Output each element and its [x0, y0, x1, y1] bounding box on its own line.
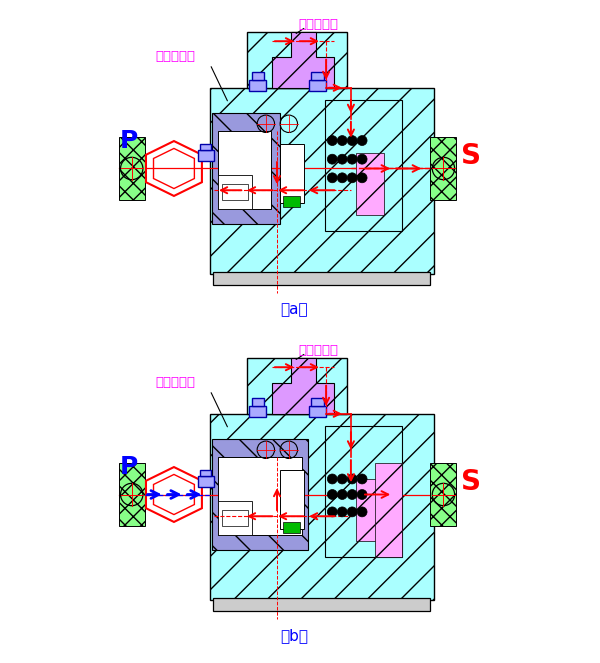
Circle shape — [328, 173, 337, 183]
Text: S: S — [461, 468, 481, 496]
Circle shape — [337, 507, 347, 517]
Circle shape — [328, 474, 337, 484]
Bar — [430, 463, 457, 526]
Bar — [213, 597, 430, 611]
Circle shape — [347, 474, 357, 484]
Bar — [325, 100, 403, 231]
Circle shape — [357, 474, 367, 484]
Bar — [311, 398, 323, 406]
Circle shape — [347, 136, 357, 145]
Text: （a）: （a） — [280, 302, 308, 318]
Bar — [356, 153, 384, 215]
Bar — [280, 469, 304, 528]
Polygon shape — [272, 32, 334, 88]
Text: 奇数档气管: 奇数档气管 — [299, 344, 338, 357]
Circle shape — [357, 154, 367, 164]
Bar — [212, 113, 280, 224]
Circle shape — [337, 474, 347, 484]
Bar — [308, 80, 326, 91]
Bar — [247, 32, 347, 88]
Circle shape — [337, 489, 347, 499]
Bar — [200, 144, 211, 150]
Bar — [218, 457, 302, 535]
Text: P: P — [120, 455, 139, 479]
Bar — [218, 175, 252, 209]
Circle shape — [347, 154, 357, 164]
Text: S: S — [461, 142, 481, 170]
Circle shape — [347, 173, 357, 183]
Bar — [212, 439, 308, 550]
Circle shape — [347, 507, 357, 517]
Text: 偶数档气管: 偶数档气管 — [156, 50, 196, 63]
Bar — [210, 414, 434, 600]
Bar — [249, 406, 266, 417]
Circle shape — [328, 154, 337, 164]
Bar — [223, 184, 248, 200]
Circle shape — [328, 136, 337, 145]
Text: P: P — [120, 129, 139, 152]
Circle shape — [357, 507, 367, 517]
Bar — [311, 72, 323, 80]
Circle shape — [357, 173, 367, 183]
Bar — [223, 510, 248, 526]
Bar — [356, 479, 384, 541]
Circle shape — [347, 489, 357, 499]
Polygon shape — [272, 358, 334, 414]
Text: 奇数档气管: 奇数档气管 — [299, 18, 338, 31]
Bar — [280, 144, 304, 203]
Circle shape — [357, 136, 367, 145]
Circle shape — [337, 173, 347, 183]
Circle shape — [357, 489, 367, 499]
Bar — [213, 272, 430, 285]
Bar — [210, 88, 434, 274]
Text: （b）: （b） — [280, 629, 308, 644]
Bar — [374, 463, 403, 557]
Bar — [197, 476, 214, 487]
Bar — [308, 406, 326, 417]
Bar — [430, 137, 457, 200]
Bar — [218, 131, 271, 209]
Bar — [251, 72, 264, 80]
Bar — [218, 501, 252, 535]
Circle shape — [337, 136, 347, 145]
Circle shape — [328, 507, 337, 517]
Circle shape — [328, 489, 337, 499]
Bar — [247, 358, 347, 414]
Bar — [283, 196, 300, 207]
Bar — [119, 137, 145, 200]
Bar — [251, 398, 264, 406]
Bar — [283, 522, 300, 533]
Bar — [197, 150, 214, 161]
Bar — [325, 426, 403, 557]
Circle shape — [337, 154, 347, 164]
Text: 偶数档气管: 偶数档气管 — [156, 376, 196, 389]
Bar — [200, 469, 211, 476]
Bar — [249, 80, 266, 91]
Bar — [119, 463, 145, 526]
